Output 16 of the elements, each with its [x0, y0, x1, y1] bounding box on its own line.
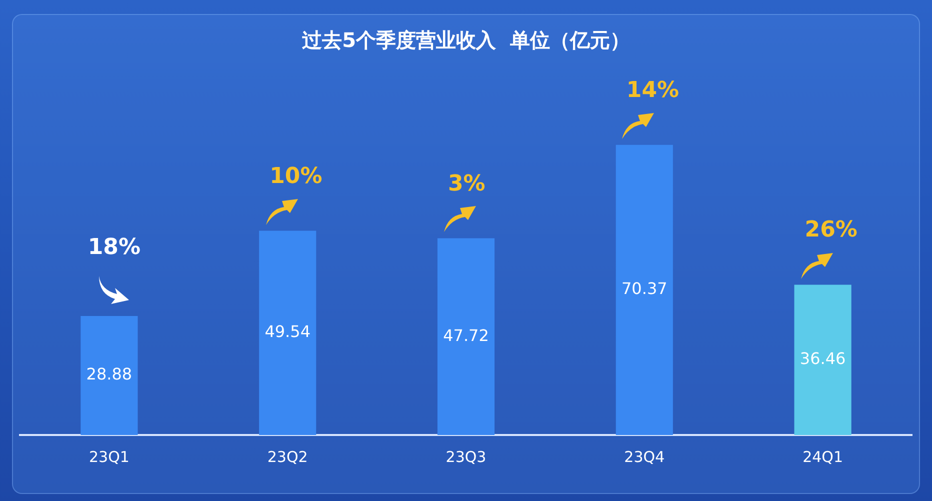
data-label: 36.46 — [800, 349, 846, 368]
chart-title: 过去5个季度营业收入 单位（亿元） — [301, 28, 630, 52]
annotation: 26% — [804, 218, 858, 243]
annotation: 10% — [270, 164, 322, 189]
annotation: 3% — [448, 171, 486, 196]
annotation: 14% — [626, 78, 680, 103]
data-label: 49.54 — [264, 322, 311, 342]
x-tick-label: 23Q2 — [267, 448, 308, 466]
data-label: 70.37 — [621, 279, 668, 298]
data-label: 28.88 — [86, 364, 132, 384]
x-tick-label: 23Q3 — [446, 448, 486, 466]
x-tick-label: 24Q1 — [802, 448, 844, 466]
data-label: 47.72 — [443, 326, 489, 345]
x-tick-label: 23Q1 — [88, 448, 130, 466]
annotation: 18% — [88, 234, 141, 260]
x-tick-label: 23Q4 — [624, 448, 665, 466]
